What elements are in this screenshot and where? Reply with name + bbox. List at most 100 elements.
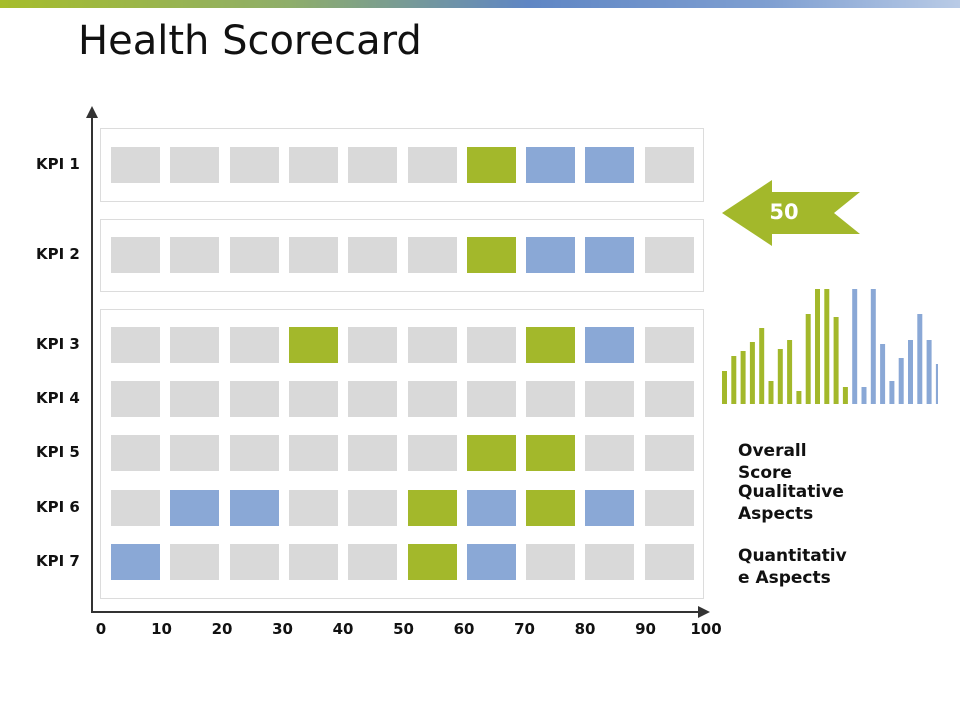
mini-bar: [787, 340, 793, 404]
x-tick-label: 30: [272, 620, 293, 638]
kpi-cell: [348, 237, 398, 273]
kpi-cell: [348, 544, 398, 580]
x-tick-label: 80: [574, 620, 596, 638]
kpi-cell: [466, 490, 516, 526]
kpi-cell: [288, 327, 338, 363]
kpi-cell: [288, 147, 338, 183]
legend-qualitative-label: Qualitative Aspects: [738, 482, 844, 524]
kpi-cell: [644, 544, 694, 580]
kpi-cell: [170, 237, 220, 273]
kpi-cell: [407, 381, 457, 417]
kpi-cell: [170, 435, 220, 471]
mini-bar: [777, 349, 783, 404]
x-tick-label: 70: [514, 620, 535, 638]
mini-bar: [908, 340, 913, 404]
kpi-cell: [644, 381, 694, 417]
mini-bar: [917, 314, 923, 404]
x-tick-label: 10: [151, 620, 172, 638]
mini-bar: [880, 344, 886, 404]
kpi-cell: [526, 327, 576, 363]
mini-bar: [824, 289, 830, 404]
kpi-cell: [288, 544, 338, 580]
kpi-cell: [526, 147, 576, 183]
mini-bar: [759, 328, 765, 404]
mini-bar: [861, 387, 867, 404]
kpi-cell: [466, 435, 516, 471]
top-accent-bar: [0, 0, 960, 8]
x-tick-label: 60: [453, 620, 475, 638]
kpi-cell: [348, 327, 398, 363]
kpi-label: KPI 2: [36, 245, 80, 263]
y-axis-arrow-icon: [86, 106, 98, 118]
kpi-cell: [466, 544, 516, 580]
kpi-cell: [644, 147, 694, 183]
mini-bar: [796, 391, 802, 404]
kpi-label: KPI 7: [36, 552, 80, 570]
kpi-cell: [229, 381, 279, 417]
kpi-cell: [407, 237, 457, 273]
kpi-cell: [644, 435, 694, 471]
overall-score-value: 50: [769, 200, 799, 224]
mini-bar: [935, 364, 938, 404]
legend-overall-score: Overall Score: [738, 440, 878, 484]
mini-bar: [852, 289, 858, 404]
mini-bar: [815, 289, 820, 404]
legend-quantitative-label: Quantitativ e Aspects: [738, 546, 847, 588]
kpi-cell: [170, 147, 220, 183]
kpi-cell: [288, 490, 338, 526]
x-tick-label: 50: [393, 620, 414, 638]
kpi-label: KPI 4: [36, 389, 80, 407]
kpi-cell: [585, 381, 635, 417]
kpi-cell: [526, 435, 576, 471]
legend-qualitative-aspects: Qualitative Aspects: [738, 481, 878, 525]
kpi-cell: [111, 544, 160, 580]
kpi-label: KPI 6: [36, 498, 80, 516]
score-arrow-icon: [722, 180, 860, 246]
kpi-cell: [111, 147, 160, 183]
kpi-cell: [407, 327, 457, 363]
kpi-cell: [585, 435, 635, 471]
kpi-cell: [585, 544, 635, 580]
x-tick-label: 0: [95, 620, 107, 638]
mini-bar-chart: [722, 289, 938, 404]
mini-bar: [870, 289, 876, 404]
kpi-cell: [407, 544, 457, 580]
mini-bar: [731, 356, 737, 404]
kpi-cell: [526, 237, 576, 273]
kpi-cell: [348, 435, 398, 471]
legend-overall-label: Overall Score: [738, 441, 807, 483]
x-axis-line: [91, 611, 704, 613]
kpi-cell: [585, 147, 635, 183]
kpi-cell: [111, 327, 160, 363]
mini-bar: [842, 387, 848, 404]
kpi-cell: [585, 490, 635, 526]
kpi-cell: [348, 490, 398, 526]
x-tick-label: 100: [690, 620, 722, 638]
kpi-cell: [229, 147, 279, 183]
kpi-cell: [466, 381, 516, 417]
kpi-cell: [229, 435, 279, 471]
mini-bar: [749, 342, 755, 404]
kpi-cell: [407, 435, 457, 471]
kpi-cell: [407, 490, 457, 526]
kpi-cell: [348, 147, 398, 183]
kpi-cell: [170, 381, 220, 417]
kpi-cell: [644, 490, 694, 526]
kpi-cell: [407, 147, 457, 183]
y-axis-line: [91, 114, 93, 613]
kpi-cell: [466, 237, 516, 273]
mini-bar: [889, 381, 895, 404]
mini-bar: [805, 314, 811, 404]
kpi-cell: [348, 381, 398, 417]
kpi-cell: [288, 381, 338, 417]
kpi-cell: [526, 381, 576, 417]
kpi-cell: [111, 435, 160, 471]
mini-bar: [768, 381, 774, 404]
kpi-label: KPI 1: [36, 155, 80, 173]
x-axis-arrow-icon: [698, 606, 710, 618]
kpi-cell: [585, 327, 635, 363]
legend-quantitative-aspects: Quantitativ e Aspects: [738, 545, 878, 589]
kpi-cell: [229, 237, 279, 273]
kpi-cell: [229, 327, 279, 363]
kpi-cell: [585, 237, 635, 273]
